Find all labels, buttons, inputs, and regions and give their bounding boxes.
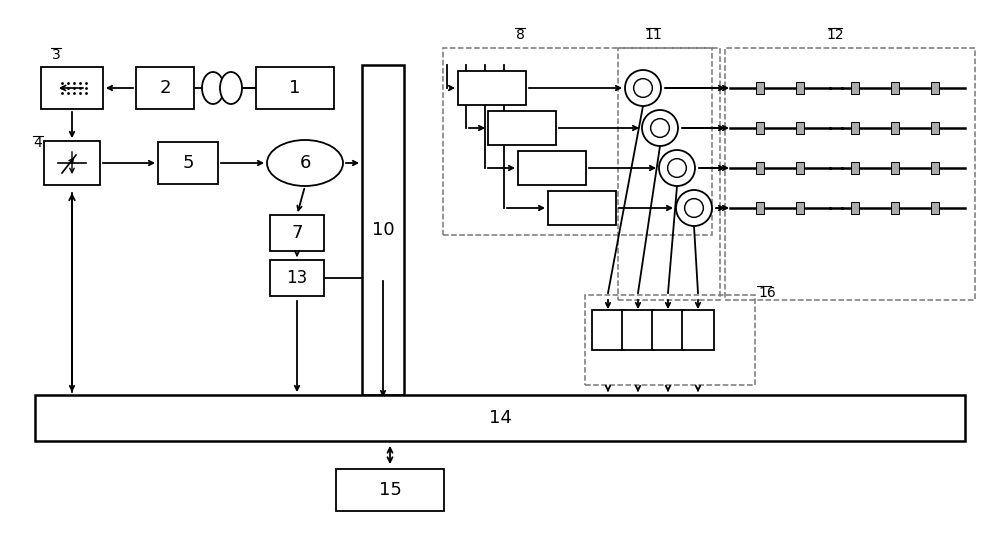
Bar (796, 162, 804, 174)
Text: 16: 16 (758, 286, 776, 300)
Bar (585, 295, 755, 385)
Bar (35, 395, 965, 441)
Bar (548, 191, 616, 225)
Bar (931, 122, 939, 134)
Bar (270, 260, 324, 296)
Bar (756, 162, 764, 174)
Circle shape (685, 199, 703, 217)
Bar (756, 122, 764, 134)
Text: 8: 8 (516, 28, 524, 42)
Bar (851, 122, 859, 134)
Text: 1: 1 (289, 79, 301, 97)
Circle shape (676, 190, 712, 226)
Text: 15: 15 (379, 481, 401, 499)
Bar (931, 162, 939, 174)
Ellipse shape (202, 72, 224, 104)
Text: 13: 13 (286, 269, 308, 287)
Circle shape (668, 158, 686, 177)
Text: 14: 14 (489, 409, 511, 427)
Bar (136, 67, 194, 109)
Ellipse shape (220, 72, 242, 104)
Bar (618, 48, 720, 300)
Circle shape (642, 110, 678, 146)
Bar (851, 82, 859, 94)
Text: 10: 10 (372, 221, 394, 239)
Bar (931, 202, 939, 214)
Bar (362, 65, 404, 395)
Bar (682, 310, 714, 350)
Bar (488, 111, 556, 145)
Bar (796, 202, 804, 214)
Bar (725, 48, 975, 300)
Ellipse shape (267, 140, 343, 186)
Bar (256, 67, 334, 109)
Bar (891, 82, 899, 94)
Bar (44, 141, 100, 185)
Bar (158, 142, 218, 184)
Circle shape (625, 70, 661, 106)
Bar (891, 202, 899, 214)
Bar (796, 122, 804, 134)
Circle shape (651, 119, 669, 138)
Bar (891, 122, 899, 134)
Circle shape (659, 150, 695, 186)
Bar (336, 469, 444, 511)
Text: 5: 5 (182, 154, 194, 172)
Bar (851, 202, 859, 214)
Bar (592, 310, 624, 350)
Text: 6: 6 (299, 154, 311, 172)
Bar (518, 151, 586, 185)
Text: 4: 4 (34, 136, 42, 150)
Text: 11: 11 (644, 28, 662, 42)
Bar (622, 310, 654, 350)
Bar (756, 202, 764, 214)
Bar (458, 71, 526, 105)
Text: 7: 7 (291, 224, 303, 242)
Bar (796, 82, 804, 94)
Bar (931, 82, 939, 94)
Bar (270, 215, 324, 251)
Bar (652, 310, 684, 350)
Bar (756, 82, 764, 94)
Bar (851, 162, 859, 174)
Circle shape (634, 79, 652, 97)
Bar (891, 162, 899, 174)
Text: 12: 12 (826, 28, 844, 42)
Bar (41, 67, 103, 109)
Bar (443, 48, 712, 235)
Text: 3: 3 (52, 48, 60, 62)
Text: 2: 2 (159, 79, 171, 97)
